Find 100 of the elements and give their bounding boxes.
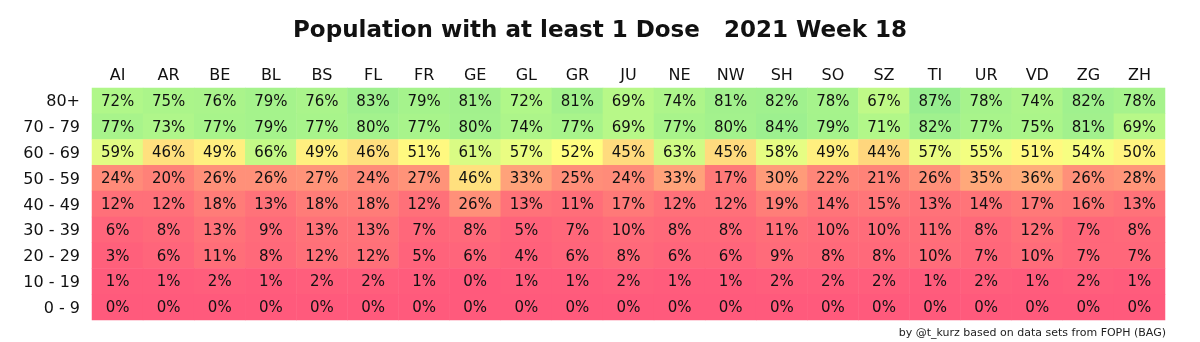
data-label: 1% bbox=[105, 272, 130, 291]
data-label: 69% bbox=[611, 91, 646, 110]
data-label: 8% bbox=[156, 220, 181, 239]
data-label: 49% bbox=[305, 143, 339, 162]
data-label: 10% bbox=[1020, 246, 1054, 265]
data-label: 17% bbox=[1020, 195, 1054, 213]
y-tick-label: 30 - 39 bbox=[23, 220, 80, 240]
data-label: 24% bbox=[611, 169, 646, 188]
data-label: 0% bbox=[105, 298, 130, 317]
data-label: 13% bbox=[1122, 195, 1157, 213]
data-label: 27% bbox=[305, 169, 339, 188]
data-label: 77% bbox=[662, 117, 697, 136]
data-label: 75% bbox=[1020, 117, 1054, 136]
x-tick-label: BL bbox=[260, 64, 281, 84]
data-label: 0% bbox=[974, 298, 999, 317]
y-tick-label: 40 - 49 bbox=[23, 194, 80, 214]
data-label: 75% bbox=[151, 91, 186, 110]
data-label: 10% bbox=[816, 220, 850, 239]
data-label: 15% bbox=[867, 195, 901, 213]
data-label: 9% bbox=[258, 220, 283, 239]
x-tick-label: GL bbox=[515, 64, 538, 84]
data-label: 49% bbox=[816, 143, 850, 162]
x-tick-label: FR bbox=[413, 64, 435, 84]
data-label: 8% bbox=[463, 220, 488, 239]
data-label: 74% bbox=[1020, 91, 1054, 110]
data-label: 80% bbox=[714, 117, 748, 136]
data-label: 18% bbox=[305, 195, 339, 213]
data-label: 69% bbox=[611, 117, 646, 136]
data-label: 28% bbox=[1122, 169, 1157, 188]
data-label: 83% bbox=[356, 91, 390, 110]
y-tick-label: 70 - 79 bbox=[23, 117, 80, 137]
data-label: 74% bbox=[662, 91, 697, 110]
data-label: 12% bbox=[100, 195, 135, 213]
x-tick-label: UR bbox=[974, 64, 998, 84]
data-label: 16% bbox=[1071, 195, 1106, 213]
data-label: 66% bbox=[254, 143, 288, 162]
data-label: 7% bbox=[565, 220, 590, 239]
data-label: 6% bbox=[156, 246, 181, 265]
data-label: 10% bbox=[611, 220, 646, 239]
data-label: 26% bbox=[458, 195, 492, 213]
data-label: 1% bbox=[514, 272, 539, 291]
data-label: 12% bbox=[356, 246, 390, 265]
data-label: 0% bbox=[258, 298, 283, 317]
data-label: 1% bbox=[156, 272, 181, 291]
data-label: 0% bbox=[616, 298, 641, 317]
data-label: 3% bbox=[105, 246, 130, 265]
data-label: 0% bbox=[156, 298, 181, 317]
data-label: 1% bbox=[1025, 272, 1050, 291]
data-label: 19% bbox=[765, 195, 799, 213]
data-label: 87% bbox=[918, 91, 952, 110]
data-label: 11% bbox=[203, 246, 237, 265]
data-label: 54% bbox=[1071, 143, 1106, 162]
data-label: 6% bbox=[667, 246, 692, 265]
data-label: 11% bbox=[765, 220, 799, 239]
data-label: 4% bbox=[514, 246, 539, 265]
data-label: 36% bbox=[1020, 169, 1054, 188]
data-label: 7% bbox=[1127, 246, 1152, 265]
data-label: 45% bbox=[714, 143, 748, 162]
data-label: 1% bbox=[923, 272, 947, 291]
data-label: 57% bbox=[509, 143, 543, 162]
data-label: 76% bbox=[203, 91, 237, 110]
data-label: 82% bbox=[1071, 91, 1106, 110]
data-label: 57% bbox=[918, 143, 952, 162]
data-label: 2% bbox=[1076, 272, 1101, 291]
data-label: 77% bbox=[305, 117, 339, 136]
data-label: 58% bbox=[765, 143, 799, 162]
data-label: 79% bbox=[407, 91, 441, 110]
data-label: 10% bbox=[918, 246, 952, 265]
data-label: 71% bbox=[867, 117, 901, 136]
data-label: 0% bbox=[463, 272, 488, 291]
data-label: 8% bbox=[667, 220, 692, 239]
data-label: 49% bbox=[203, 143, 237, 162]
data-label: 8% bbox=[974, 220, 999, 239]
x-tick-label: VD bbox=[1025, 64, 1049, 84]
data-label: 20% bbox=[151, 169, 186, 188]
data-label: 12% bbox=[714, 195, 748, 213]
data-label: 30% bbox=[765, 169, 799, 188]
data-label: 33% bbox=[662, 169, 697, 188]
data-label: 46% bbox=[356, 143, 390, 162]
data-label: 79% bbox=[816, 117, 850, 136]
data-label: 18% bbox=[203, 195, 237, 213]
data-label: 8% bbox=[718, 220, 743, 239]
x-tick-label: SZ bbox=[873, 64, 895, 84]
x-tick-label: TI bbox=[926, 64, 943, 84]
x-tick-label: AI bbox=[109, 64, 126, 84]
data-label: 8% bbox=[1127, 220, 1152, 239]
data-label: 7% bbox=[412, 220, 437, 239]
data-label: 0% bbox=[718, 298, 743, 317]
data-label: 0% bbox=[820, 298, 845, 317]
x-tick-label: BS bbox=[311, 64, 333, 84]
x-tick-label: GE bbox=[463, 64, 487, 84]
x-tick-label: BE bbox=[209, 64, 231, 84]
data-label: 82% bbox=[765, 91, 799, 110]
data-label: 6% bbox=[105, 220, 130, 239]
data-label: 74% bbox=[509, 117, 543, 136]
data-label: 35% bbox=[969, 169, 1003, 188]
data-label: 6% bbox=[565, 246, 590, 265]
data-label: 77% bbox=[203, 117, 237, 136]
data-label: 12% bbox=[305, 246, 339, 265]
data-label: 26% bbox=[203, 169, 237, 188]
